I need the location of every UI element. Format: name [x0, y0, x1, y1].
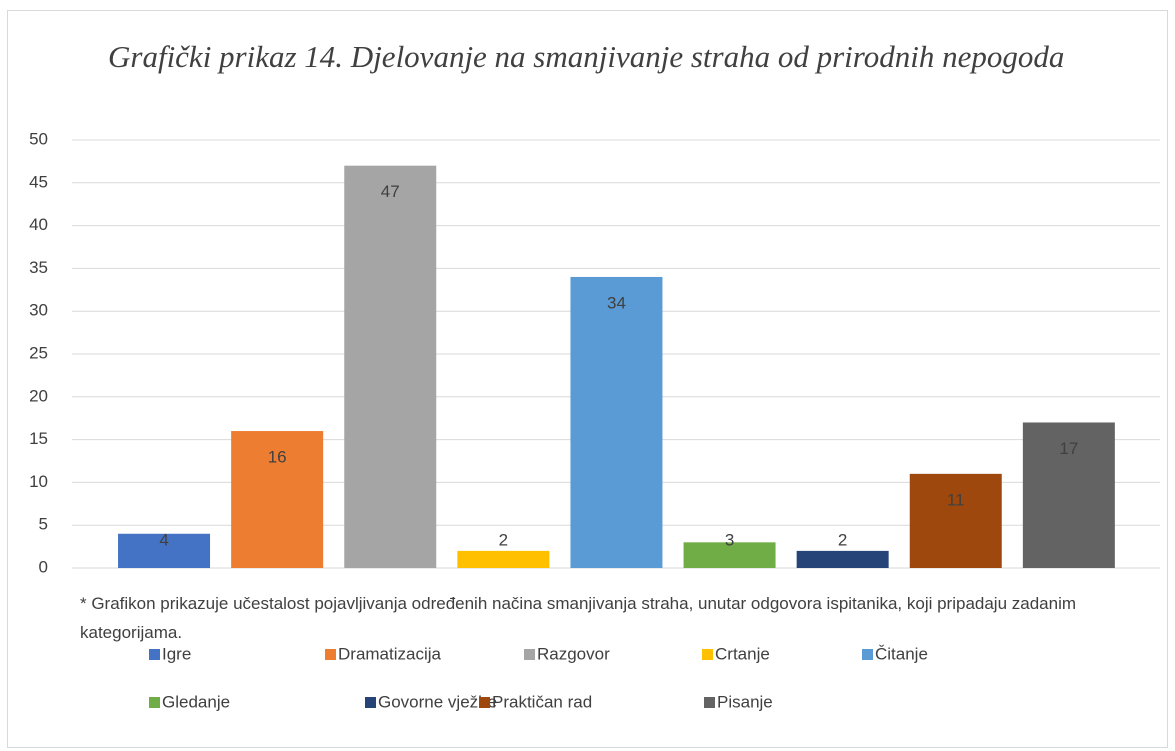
- y-tick-label: 35: [29, 258, 48, 277]
- y-tick-label: 0: [39, 557, 48, 576]
- legend-label: Razgovor: [537, 644, 610, 663]
- y-tick-label: 25: [29, 343, 48, 362]
- y-tick-label: 15: [29, 429, 48, 448]
- legend-label: Čitanje: [875, 644, 928, 663]
- legend-swatch: [365, 697, 376, 708]
- legend-swatch: [704, 697, 715, 708]
- legend-label: Pisanje: [717, 692, 773, 711]
- data-label: 11: [947, 490, 965, 509]
- bar: [570, 276, 663, 568]
- legend-swatch: [702, 649, 713, 660]
- bar: [909, 473, 1002, 568]
- legend-swatch: [325, 649, 336, 660]
- legend-label: Govorne vježbe: [378, 692, 497, 711]
- data-label: 2: [499, 530, 508, 549]
- legend-swatch: [479, 697, 490, 708]
- legend-label: Gledanje: [162, 692, 230, 711]
- legend-label: Dramatizacija: [338, 644, 442, 663]
- bar: [231, 431, 324, 568]
- bar: [344, 165, 437, 568]
- y-tick-label: 5: [39, 515, 48, 534]
- bar: [796, 550, 889, 568]
- legend-swatch: [149, 649, 160, 660]
- legend-swatch: [149, 697, 160, 708]
- y-tick-label: 45: [29, 172, 48, 191]
- legend-label: Igre: [162, 644, 191, 663]
- data-label: 34: [607, 293, 626, 312]
- legend-swatch: [524, 649, 535, 660]
- data-label: 16: [268, 448, 287, 467]
- legend-label: Crtanje: [715, 644, 770, 663]
- bar: [457, 550, 550, 568]
- data-label: 3: [725, 530, 734, 549]
- y-tick-label: 20: [29, 386, 48, 405]
- y-tick-label: 40: [29, 215, 48, 234]
- chart-title: Grafički prikaz 14. Djelovanje na smanji…: [108, 39, 1065, 74]
- y-tick-label: 30: [29, 301, 48, 320]
- y-tick-label: 50: [29, 129, 48, 148]
- legend-swatch: [862, 649, 873, 660]
- y-tick-label: 10: [29, 472, 48, 491]
- bar: [118, 533, 211, 568]
- data-label: 4: [159, 530, 168, 549]
- data-label: 17: [1059, 439, 1078, 458]
- data-label: 2: [838, 530, 847, 549]
- bar: [683, 542, 776, 568]
- footnote: * Grafikon prikazuje učestalost pojavlji…: [80, 594, 1077, 642]
- legend-label: Praktičan rad: [492, 692, 592, 711]
- data-label: 47: [381, 182, 400, 201]
- bar: [1022, 422, 1115, 568]
